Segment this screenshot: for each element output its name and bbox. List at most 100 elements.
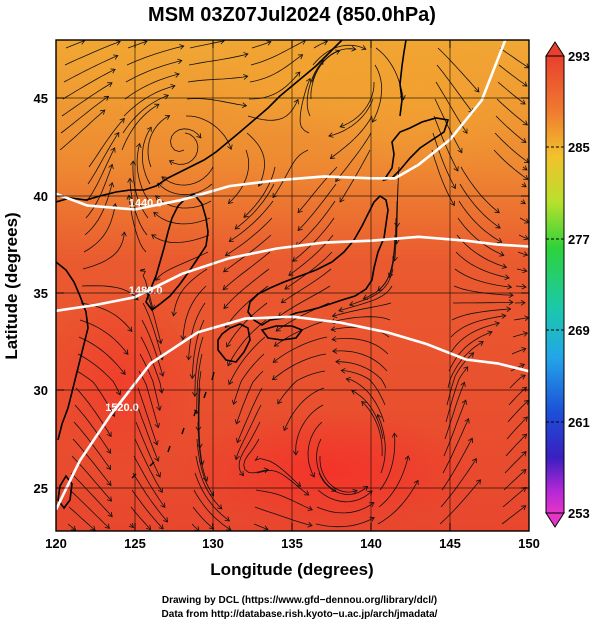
- y-tick-label: 25: [34, 481, 48, 496]
- streamline: [431, 149, 455, 206]
- streamline-arrowhead: [185, 355, 192, 361]
- streamline: [437, 47, 480, 93]
- streamline-arrowhead: [223, 303, 229, 310]
- streamline-arrowhead: [222, 267, 229, 273]
- streamline-arrowhead: [115, 390, 122, 396]
- streamline: [519, 217, 529, 224]
- streamline: [238, 421, 261, 476]
- streamline: [520, 200, 526, 205]
- streamline: [449, 322, 500, 355]
- streamline-arrowhead: [331, 312, 338, 318]
- streamline: [317, 489, 373, 503]
- streamline-arrowhead: [114, 131, 120, 138]
- streamline-arrowhead: [153, 440, 159, 446]
- streamline-arrowhead: [522, 416, 528, 422]
- x-axis-label: Longitude (degrees): [210, 560, 373, 579]
- streamline: [132, 161, 149, 219]
- streamline: [505, 433, 527, 457]
- streamline: [346, 378, 385, 423]
- streamline: [197, 421, 208, 482]
- streamline: [388, 217, 397, 278]
- streamline-arrowhead: [501, 263, 508, 269]
- streamline-arrowhead: [222, 284, 228, 291]
- streamline-arrowhead: [106, 480, 112, 486]
- streamline: [497, 81, 526, 105]
- x-tick-label: 125: [124, 536, 146, 551]
- streamline-arrowhead: [107, 511, 113, 518]
- streamline: [246, 132, 265, 187]
- streamline: [161, 166, 214, 186]
- colorbar-tick-label: 277: [568, 232, 590, 247]
- streamline-arrowhead: [463, 366, 469, 372]
- streamline-arrowhead: [217, 504, 223, 510]
- streamline: [79, 319, 129, 355]
- streamline-arrowhead: [522, 267, 528, 274]
- streamline: [311, 48, 356, 83]
- streamline: [85, 164, 113, 219]
- streamline: [196, 438, 214, 497]
- streamline: [455, 251, 510, 279]
- streamline: [292, 217, 335, 262]
- streamline: [340, 81, 375, 128]
- streamline-arrowhead: [387, 272, 394, 279]
- streamline: [332, 338, 389, 355]
- streamline: [142, 302, 163, 360]
- streamline-arrowhead: [263, 525, 269, 531]
- streamline: [341, 370, 386, 406]
- streamline-arrowhead: [521, 283, 527, 290]
- streamline: [222, 251, 271, 290]
- streamline-arrowhead: [506, 306, 512, 313]
- streamline-arrowhead: [495, 223, 501, 229]
- streamline-arrowhead: [335, 176, 341, 183]
- streamline-arrowhead: [330, 326, 336, 332]
- streamline-arrowhead: [196, 133, 202, 139]
- streamline-arrowhead: [154, 103, 160, 109]
- streamline-arrowhead: [352, 488, 358, 495]
- streamline: [138, 370, 159, 428]
- streamline-arrowhead: [160, 502, 166, 509]
- streamline-arrowhead: [507, 283, 513, 290]
- colorbar-tick-label: 261: [568, 415, 590, 430]
- streamline: [295, 200, 336, 247]
- streamline-arrowhead: [332, 348, 338, 354]
- streamline-arrowhead: [127, 326, 133, 332]
- streamline-arrowhead: [107, 82, 113, 88]
- streamline-arrowhead: [121, 231, 127, 237]
- streamline-arrowhead: [361, 400, 367, 407]
- streamline: [517, 251, 528, 256]
- x-axis: 120 125 130 135 140 145 150 Longitude (d…: [45, 40, 540, 579]
- streamline: [283, 387, 325, 431]
- streamline-arrowhead: [158, 524, 164, 530]
- streamline-arrowhead: [168, 160, 175, 165]
- streamline-arrowhead: [161, 176, 167, 182]
- streamline-arrowhead: [520, 199, 526, 205]
- streamline: [281, 268, 332, 304]
- streamline-arrowhead: [450, 200, 455, 207]
- streamline: [195, 455, 223, 510]
- streamline: [458, 200, 502, 243]
- streamline: [494, 132, 529, 164]
- streamline: [69, 489, 110, 529]
- hot-region-southwest: [56, 290, 200, 470]
- streamline-arrowhead: [305, 77, 312, 84]
- streamline: [76, 370, 115, 417]
- streamline-arrowhead: [471, 457, 477, 464]
- streamline-arrowhead: [146, 126, 152, 132]
- streamline-arrowhead: [522, 81, 528, 87]
- streamline: [191, 523, 200, 531]
- streamline: [440, 458, 477, 508]
- streamline-arrowhead: [499, 251, 505, 257]
- streamline: [453, 301, 514, 304]
- streamline-arrowhead: [284, 284, 290, 290]
- streamline-arrowhead: [487, 330, 493, 336]
- streamline-arrowhead: [307, 521, 313, 528]
- streamline: [129, 523, 134, 528]
- streamline: [131, 489, 164, 530]
- streamline-arrowhead: [293, 98, 299, 105]
- streamline-arrowhead: [508, 299, 514, 306]
- streamline: [254, 455, 301, 487]
- colorbar-tick-label: 285: [568, 140, 590, 155]
- contour-label: 1480.0: [129, 285, 163, 297]
- streamline: [516, 268, 527, 272]
